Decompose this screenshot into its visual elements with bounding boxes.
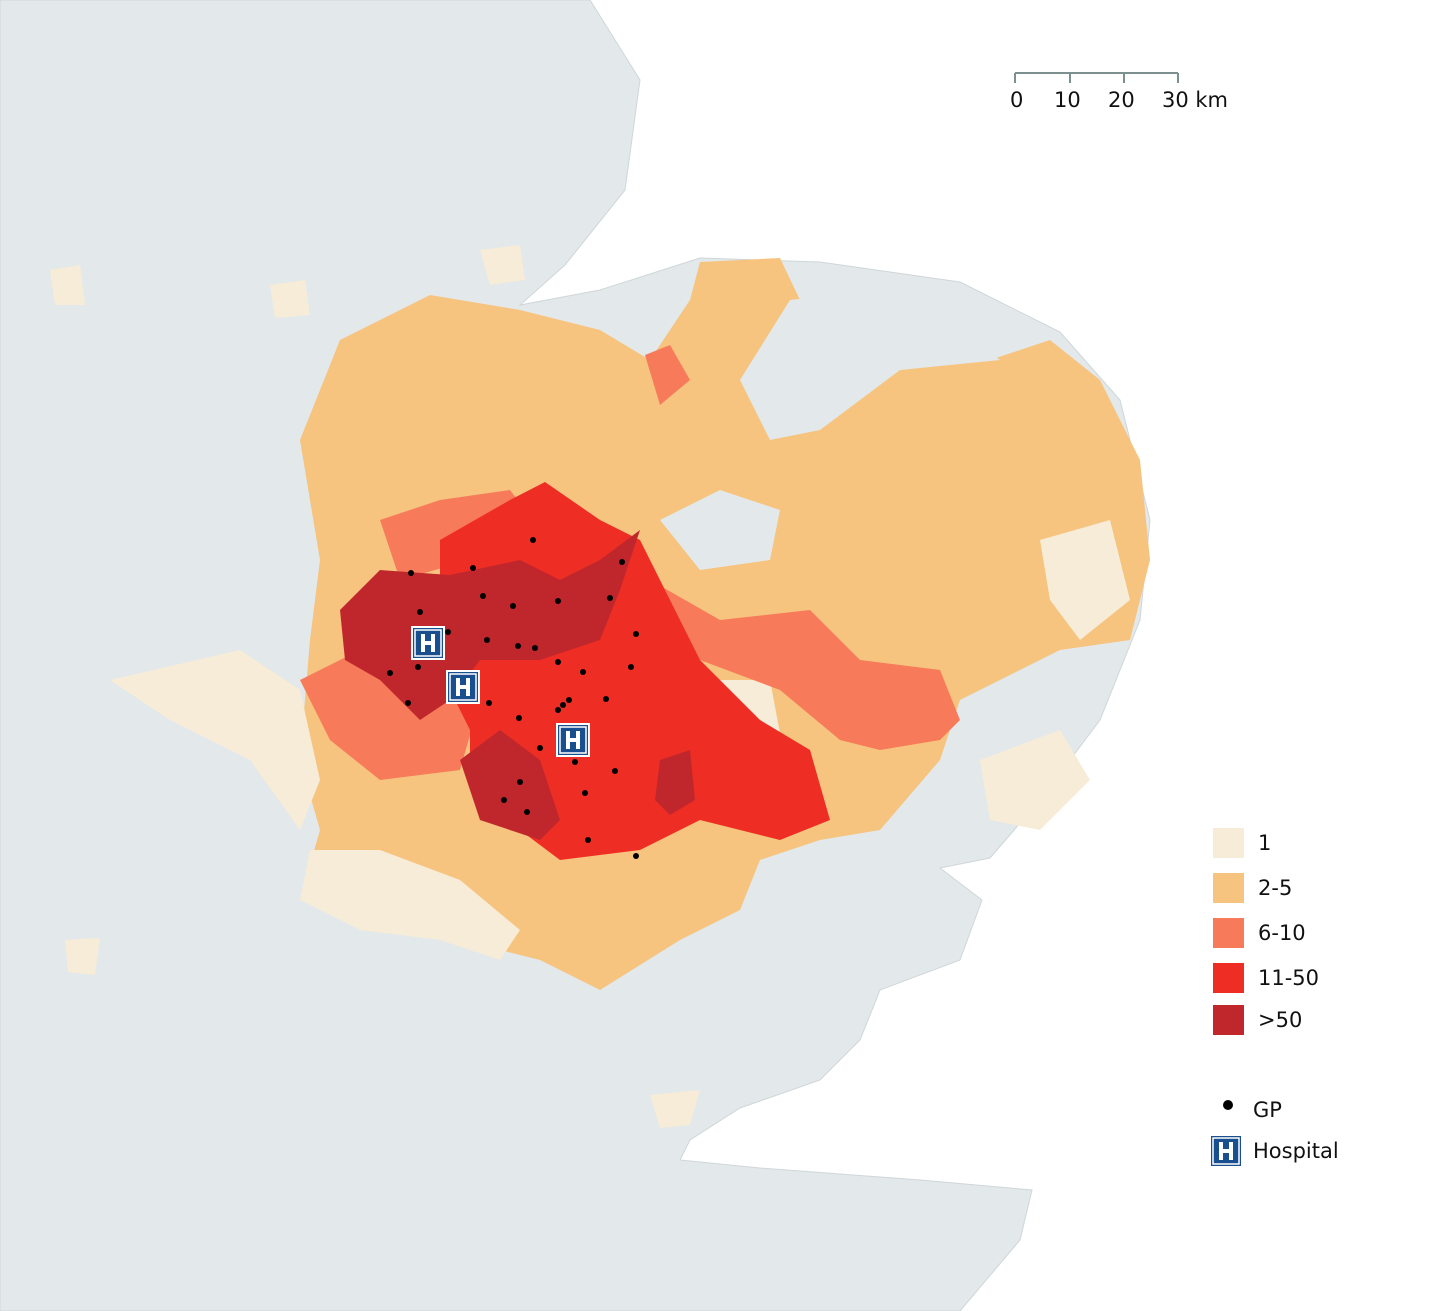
legend-swatch	[1213, 873, 1244, 903]
scale-label: 20	[1108, 88, 1135, 112]
legend-label: 1	[1258, 831, 1271, 855]
catchment-areas	[50, 245, 1150, 1128]
legend-label: >50	[1258, 1008, 1302, 1032]
scale-label: 0	[1010, 88, 1023, 112]
legend-label: 6-10	[1258, 921, 1306, 945]
scale-label: 30 km	[1162, 88, 1228, 112]
legend-label: GP	[1253, 1098, 1282, 1122]
legend-label: Hospital	[1253, 1139, 1339, 1163]
legend-swatch	[1213, 1005, 1244, 1035]
hospital-marker	[411, 626, 445, 660]
gp-symbol	[1223, 1100, 1233, 1110]
hospital-marker	[446, 670, 480, 704]
legend-label: 2-5	[1258, 876, 1292, 900]
gp-locations	[387, 537, 639, 859]
legend-swatch	[1213, 918, 1244, 948]
legend: 1 2-5 6-10 11-50 >50 GP Hospital	[1209, 828, 1339, 1168]
hospital-symbol	[1209, 1134, 1243, 1168]
scale-bar: 0 10 20 30 km	[1010, 72, 1228, 112]
scale-label: 10	[1054, 88, 1081, 112]
legend-swatch	[1213, 828, 1244, 858]
legend-swatch	[1213, 963, 1244, 993]
hospital-marker	[556, 723, 590, 757]
legend-label: 11-50	[1258, 966, 1319, 990]
